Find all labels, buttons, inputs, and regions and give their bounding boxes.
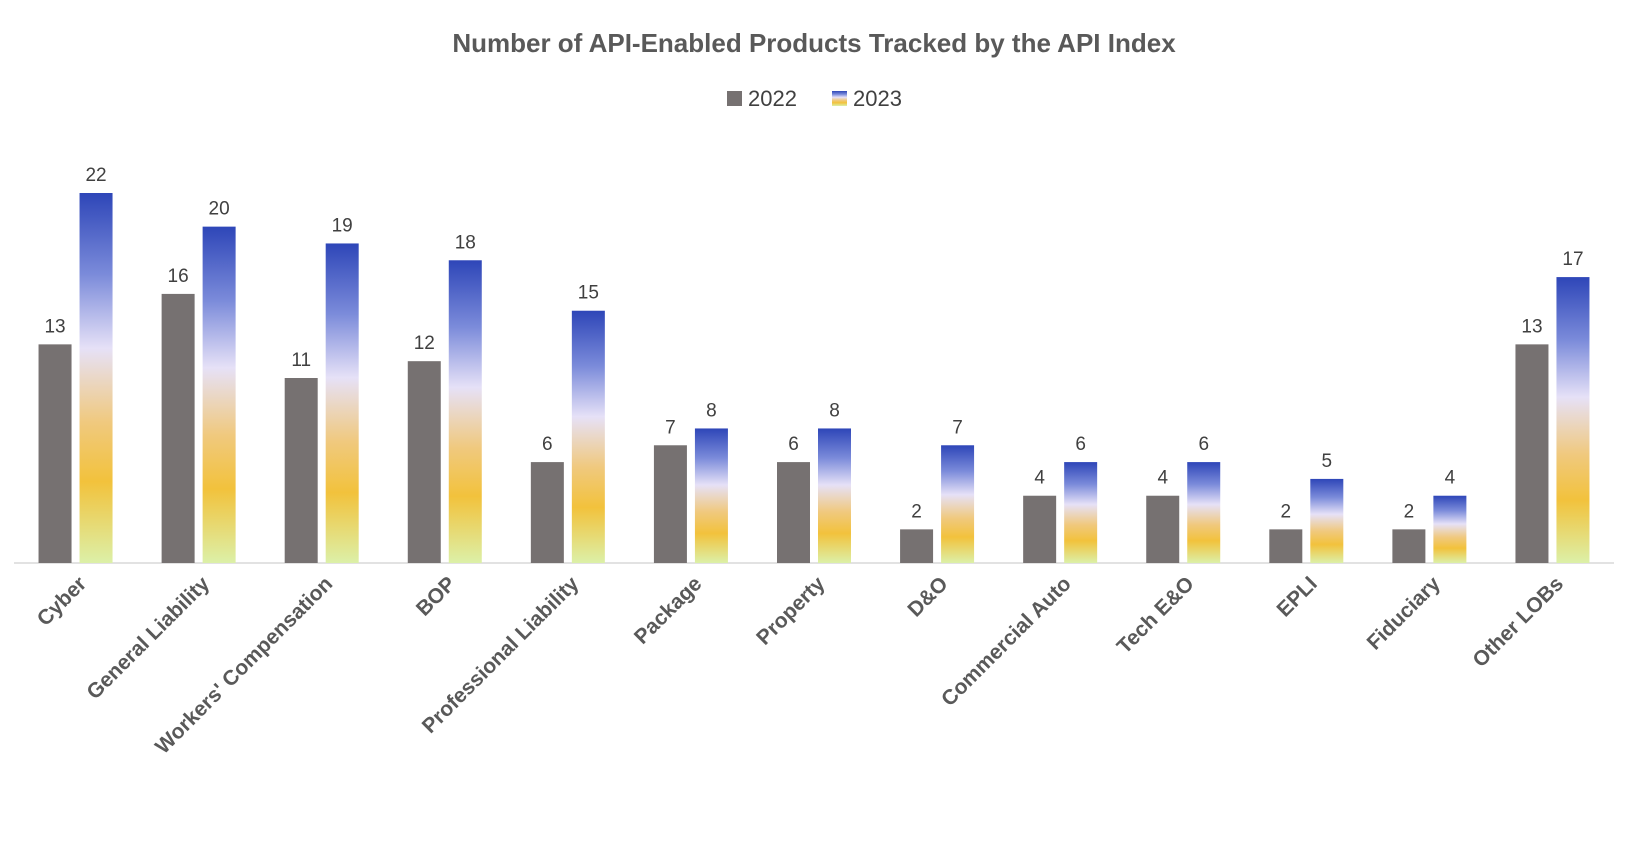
data-label-2023-general-liability: 20 [209,199,230,220]
bar-2023-epli [1310,478,1344,563]
bar-2022-property [777,462,810,563]
data-label-2022-tech-eando: 4 [1157,468,1168,489]
category-label-epli: EPLI [1273,572,1322,621]
bar-2022-general-liability [161,293,195,563]
bar-2022-tech-eando [1146,495,1180,563]
legend-label-2022: 2022 [748,86,797,111]
bar-2023-commercial-auto [1064,462,1098,563]
bar-2022-fiduciary [1392,529,1426,563]
data-labels: 13 22 16 20 11 19 12 18 6 15 7 8 6 8 2 7 4 6 4 6 2 5 2 4 13 17 [44,165,1583,522]
category-label-property: Property [752,572,830,650]
bar-2022-bop [407,361,441,563]
category-label-package: Package [630,572,707,649]
data-label-2023-epli: 5 [1322,451,1333,472]
bar-2022-commercial-auto [1023,495,1057,563]
legend-label-2023: 2023 [853,86,902,111]
data-label-2023-cyber: 22 [85,165,106,186]
bar-2022-dando [900,529,934,563]
category-label-general-liability: General Liability [82,572,214,704]
category-label-tech-eando: Tech E&O [1113,572,1199,658]
data-label-2022-dando: 2 [911,501,922,522]
data-label-2022-workers-compensation: 11 [291,350,311,371]
category-label-dando: D&O [903,572,952,621]
bars [38,193,1590,564]
bar-2023-dando [941,445,975,563]
data-label-2022-epli: 2 [1281,501,1292,522]
data-label-2022-fiduciary: 2 [1404,501,1415,522]
data-label-2022-bop: 12 [414,333,435,354]
bar-2023-package [694,428,728,563]
category-label-commercial-auto: Commercial Auto [937,572,1076,711]
data-label-2023-commercial-auto: 6 [1075,434,1086,455]
bar-2022-epli [1269,529,1303,563]
bar-2023-general-liability [202,226,236,564]
bar-2023-cyber [79,193,113,563]
legend-swatch-2022 [727,91,742,106]
bar-2022-package [653,445,687,563]
category-label-other-lobs: Other LOBs [1468,572,1568,672]
data-label-2022-property: 6 [788,434,799,455]
bar-2022-other-lobs [1515,344,1549,563]
bar-2023-professional-liability [571,310,605,563]
data-label-2023-bop: 18 [455,232,476,253]
data-label-2022-commercial-auto: 4 [1034,468,1045,489]
data-label-2023-property: 8 [829,400,840,421]
data-label-2022-general-liability: 16 [168,266,189,287]
bar-2023-workers-compensation [325,243,359,564]
bar-2023-bop [448,260,482,563]
bar-2022-professional-liability [530,462,564,563]
data-label-2023-dando: 7 [952,417,963,438]
category-label-fiduciary: Fiduciary [1363,572,1446,655]
chart-title: Number of API-Enabled Products Tracked b… [452,28,1176,58]
bar-2022-cyber [38,344,72,563]
data-label-2022-cyber: 13 [44,316,65,337]
bar-2023-tech-eando [1187,462,1221,563]
bar-2023-property [818,428,851,563]
bar-2023-other-lobs [1556,277,1590,563]
data-label-2023-package: 8 [706,400,717,421]
data-label-2023-tech-eando: 6 [1198,434,1209,455]
bar-2023-fiduciary [1433,495,1467,563]
legend: 2022 2023 [727,86,902,111]
data-label-2023-professional-liability: 15 [578,283,599,304]
data-label-2022-other-lobs: 13 [1521,316,1542,337]
data-label-2023-fiduciary: 4 [1445,468,1456,489]
data-label-2022-professional-liability: 6 [542,434,553,455]
bar-2022-workers-compensation [284,378,318,563]
category-label-bop: BOP [412,572,460,620]
category-label-cyber: Cyber [33,572,91,630]
data-label-2022-package: 7 [665,417,676,438]
legend-swatch-2023 [832,91,847,106]
data-label-2023-other-lobs: 17 [1562,249,1583,270]
data-label-2023-workers-compensation: 19 [332,215,353,236]
